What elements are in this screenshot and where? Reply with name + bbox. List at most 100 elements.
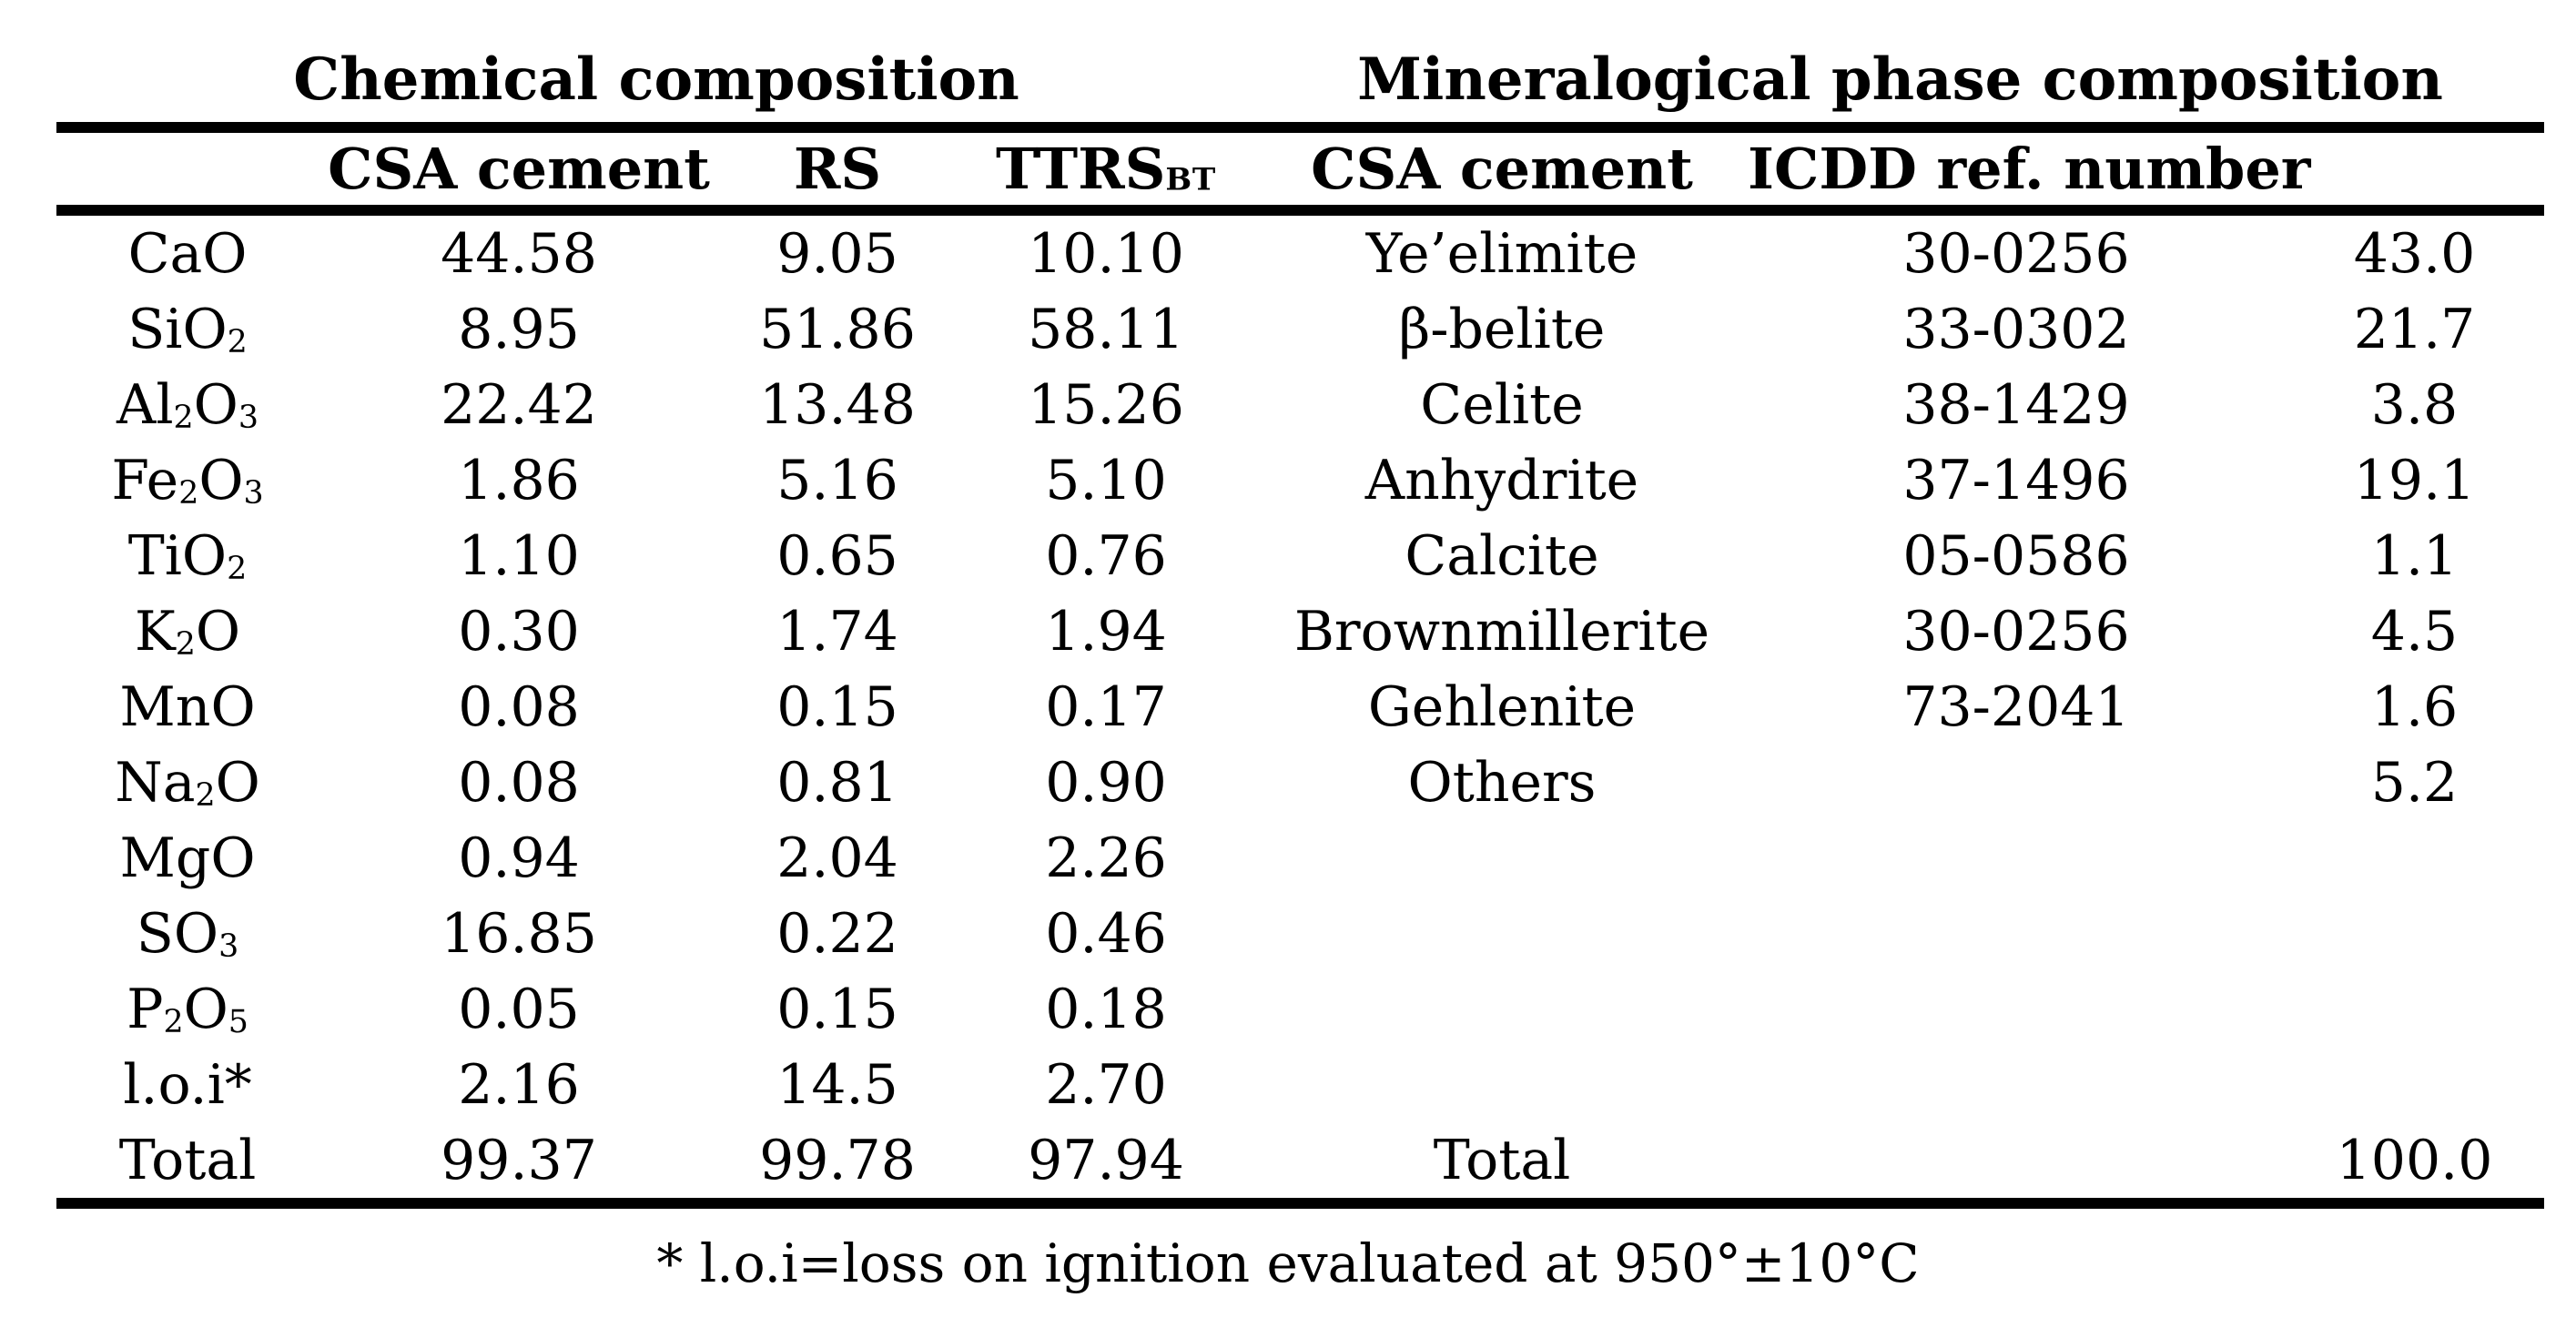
subscript: 2 (163, 1003, 184, 1040)
rs-value: 14.5 (776, 1052, 898, 1117)
icdd-ref-value: 30-0256 (1902, 221, 2130, 286)
phase-name: β-belite (1398, 297, 1606, 361)
empty-cell (1256, 971, 1748, 1047)
icdd-ref-value: 05-0586 (1902, 523, 2130, 588)
csa-cement-value: 44.58 (441, 221, 597, 286)
subscript: 2 (175, 625, 196, 663)
label-text: Na (115, 750, 196, 815)
table-row: SiO2 8.95 51.86 58.11 β-belite 33-0302 21.7 (56, 291, 2544, 367)
phase-name: Calcite (1405, 523, 1599, 588)
subscript: 2 (227, 550, 248, 587)
subscript: 2 (178, 474, 199, 512)
footnote: * l.o.i=loss on ignition evaluated at 95… (656, 1232, 1920, 1294)
label-text: O (183, 977, 228, 1041)
rs-value: 9.05 (776, 221, 898, 286)
empty-cell (1256, 896, 1748, 971)
table-row: l.o.i* 2.16 14.5 2.70 (56, 1047, 2544, 1122)
element-label: Fe2O3 (56, 442, 319, 518)
label-text: P (127, 977, 164, 1041)
column-header-icdd-ref-number: ICDD ref. number (1748, 127, 2310, 216)
csa-cement-value: 0.30 (458, 599, 580, 664)
ttrs-base: TTRS (996, 135, 1166, 202)
table-row: Total 99.37 99.78 97.94 Total 100.0 (56, 1122, 2545, 1209)
phase-name: Celite (1420, 372, 1584, 437)
column-header-row: CSA cement RS TTRSBT CSA cement ICDD ref… (56, 127, 2545, 216)
label-text: Fe (111, 448, 179, 512)
ttrs-value: 0.18 (1045, 977, 1167, 1041)
element-label: l.o.i* (56, 1047, 319, 1122)
icdd-ref-value: 38-1429 (1902, 372, 2130, 437)
phase-name: Gehlenite (1367, 674, 1637, 739)
element-label: MnO (56, 669, 319, 745)
label-text: O (195, 599, 241, 664)
element-label: SO3 (56, 896, 319, 971)
min-total-label: Total (1256, 1122, 1748, 1209)
csa-cement-value: 8.95 (458, 297, 580, 361)
ttrs-value: 1.94 (1045, 599, 1167, 664)
csa-cement-value: 99.37 (319, 1122, 719, 1209)
subscript: 3 (243, 474, 264, 512)
label-text: Al (116, 372, 174, 437)
subscript: 2 (195, 776, 216, 814)
csa-cement-value: 22.42 (441, 372, 597, 437)
csa-cement-value: 16.85 (441, 901, 597, 966)
empty-cell (1256, 1047, 1748, 1122)
label-text: Total (118, 1128, 257, 1192)
icdd-ref-value: 37-1496 (1902, 448, 2130, 512)
label-text: O (215, 750, 260, 815)
element-label: K2O (56, 593, 319, 669)
empty-cell (2285, 896, 2544, 971)
ttrs-value: 15.26 (1028, 372, 1184, 437)
phase-name: Ye’elimite (1365, 221, 1638, 286)
empty-cell (2285, 820, 2544, 896)
phase-amount-value: 19.1 (2353, 448, 2476, 512)
empty-cell (1748, 820, 2285, 896)
csa-cement-value: 1.86 (458, 448, 580, 512)
ttrs-subscript: BT (1165, 161, 1216, 198)
column-header-amount-empty (2285, 127, 2545, 216)
phase-amount-value: 4.5 (2370, 599, 2459, 664)
element-label: Na2O (56, 745, 319, 820)
label-text: TiO (127, 523, 228, 588)
ttrs-value: 10.10 (1028, 221, 1184, 286)
ttrs-value: 2.26 (1045, 826, 1167, 890)
csa-cement-value: 0.08 (458, 750, 580, 815)
csa-cement-value: 0.05 (458, 977, 580, 1041)
csa-cement-value: 1.10 (458, 523, 580, 588)
label-text: O (193, 372, 238, 437)
column-header-csa-cement-mineral: CSA cement (1256, 127, 1748, 216)
phase-amount-value: 21.7 (2353, 297, 2476, 361)
label-text: MnO (119, 674, 256, 739)
column-header-rs: RS (719, 127, 956, 216)
column-header-csa-cement-chemical: CSA cement (319, 127, 719, 216)
section-header-row: Chemical composition Mineralogical phase… (56, 0, 2545, 133)
ttrs-value: 0.17 (1045, 674, 1167, 739)
empty-cell (1748, 1047, 2285, 1122)
subscript: 2 (173, 399, 194, 436)
table-row: CaO 44.58 9.05 10.10 Ye’elimite 30-0256 43.0 (56, 210, 2544, 291)
table-body: CaO 44.58 9.05 10.10 Ye’elimite 30-0256 43.0 Si… (56, 210, 2545, 1209)
rs-value: 99.78 (719, 1122, 956, 1209)
empty-cell (2285, 1047, 2544, 1122)
icdd-ref-value: 30-0256 (1902, 599, 2130, 664)
subscript: 3 (238, 399, 259, 436)
icdd-ref-value: 73-2041 (1902, 674, 2130, 739)
table-row: Na2O 0.08 0.81 0.90 Others 5.2 (56, 745, 2544, 820)
label-text: O (198, 448, 244, 512)
label-text: CaO (127, 221, 248, 286)
table-row: K2O 0.30 1.74 1.94 Brownmillerite 30-0256 4.5 (56, 593, 2544, 669)
phase-name: Anhydrite (1364, 448, 1639, 512)
ttrs-value: 0.46 (1045, 901, 1167, 966)
table-row: MnO 0.08 0.15 0.17 Gehlenite 73-2041 1.6 (56, 669, 2544, 745)
icdd-ref-value: 33-0302 (1902, 297, 2130, 361)
table-row: SO3 16.85 0.22 0.46 (56, 896, 2544, 971)
subscript: 2 (227, 323, 248, 360)
empty-cell (1748, 896, 2285, 971)
rs-value: 13.48 (759, 372, 916, 437)
ttrs-value: 5.10 (1045, 448, 1167, 512)
rs-value: 0.81 (776, 750, 898, 815)
empty-cell (2285, 971, 2544, 1047)
section-header-mineralogical: Mineralogical phase composition (1256, 0, 2545, 133)
empty-cell (1748, 1122, 2285, 1209)
